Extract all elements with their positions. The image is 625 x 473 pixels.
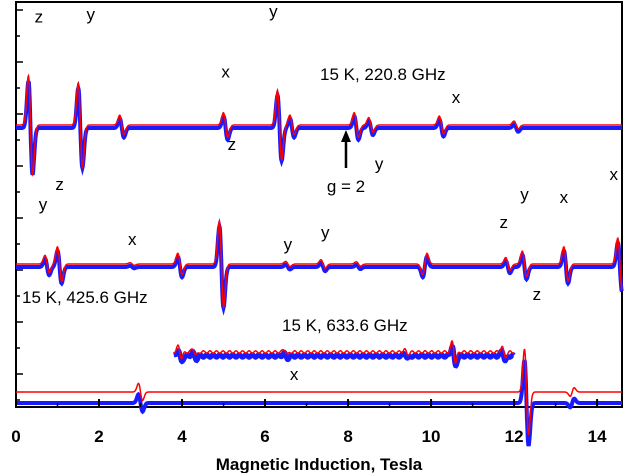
peak-label-2-5: y [284, 235, 293, 254]
peak-label-2-6: y [321, 223, 330, 242]
x-tick-label-2: 2 [94, 427, 103, 446]
peak-label-1-5: y [375, 155, 384, 174]
x-tick-label-12: 12 [505, 427, 524, 446]
peak-label-3-1: x [290, 365, 299, 384]
panel-label-1: 15 K, 220.8 GHz [320, 65, 446, 84]
panel-1 [16, 73, 622, 178]
peak-label-1-6: x [452, 88, 461, 107]
peak-label-2-2: z [55, 175, 64, 194]
panel-3 [16, 340, 622, 447]
inset-trace-red [173, 340, 515, 365]
peak-label-2-10: x [609, 165, 618, 184]
trace-blue-633 [16, 359, 622, 447]
peak-label-2-1: y [39, 195, 48, 214]
trace-red-633 [16, 348, 622, 436]
x-tick-label-0: 0 [11, 427, 20, 446]
trace-blue-2 [16, 218, 624, 316]
peak-label-2-3: x [128, 230, 137, 249]
peak-label-1-2: y [86, 5, 95, 24]
panel-label-3: 15 K, 633.6 GHz [282, 316, 408, 335]
y-axis-ticks [16, 9, 23, 401]
peak-label-3-2: z [533, 285, 542, 304]
trace-blue-1 [16, 80, 622, 176]
panel-2 [16, 218, 624, 316]
traces-layer [16, 73, 624, 447]
peak-label-2-8: y [520, 185, 529, 204]
panel-label-2: 15 K, 425.6 GHz [22, 288, 148, 307]
x-tick-label-8: 8 [343, 427, 352, 446]
peak-label-1-1: z [35, 8, 44, 27]
x-axis-label: Magnetic Induction, Tesla [216, 455, 423, 473]
plot-frame [15, 1, 623, 408]
x-axis-ticks: 0 2 4 6 8 10 12 14 [11, 399, 607, 446]
x-tick-label-4: 4 [177, 427, 187, 446]
peak-label-2-7: z [499, 213, 508, 232]
trace-red-2 [16, 218, 623, 310]
x-tick-label-14: 14 [588, 427, 607, 446]
peak-label-1-3: y [269, 2, 278, 21]
inset-trace-blue [173, 342, 516, 369]
x-tick-label-10: 10 [422, 427, 441, 446]
trace-red-1 [16, 73, 622, 178]
x-tick-label-6: 6 [260, 427, 269, 446]
peak-label-1-4: x [221, 63, 230, 82]
peak-label-2-4: z [228, 135, 237, 154]
peak-label-2-9: x [560, 188, 569, 207]
g2-label: g = 2 [327, 177, 365, 196]
g2-arrow-head [340, 130, 351, 142]
